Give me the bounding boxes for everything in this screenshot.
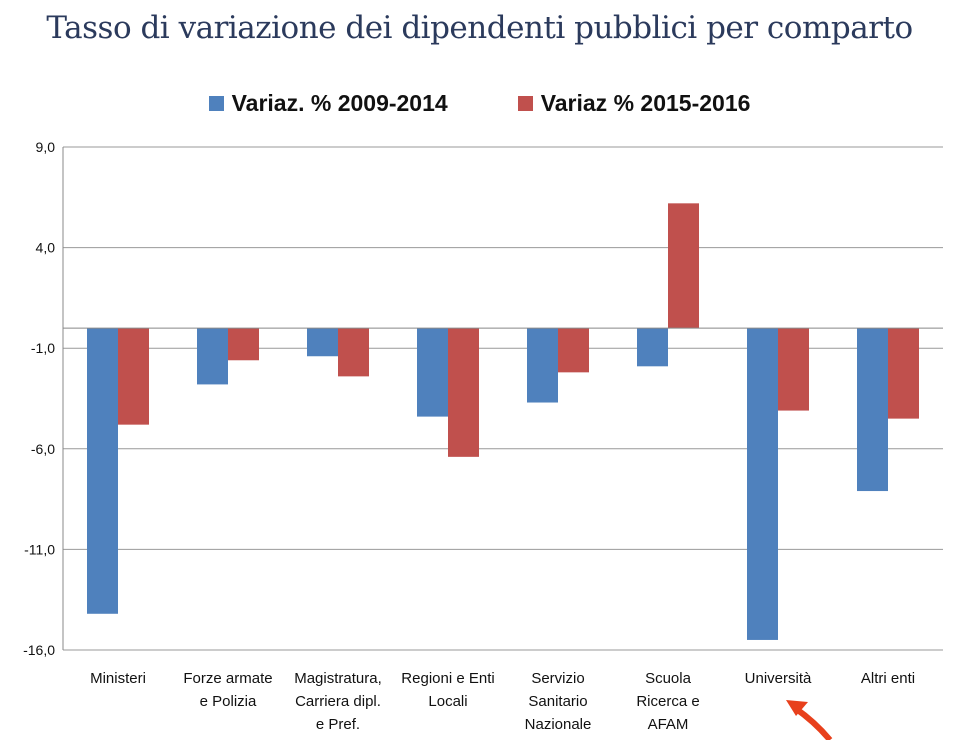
bar-2-3 xyxy=(448,328,479,457)
bar-1-3 xyxy=(417,328,448,417)
bar-2-5 xyxy=(668,203,699,329)
bar-2-7 xyxy=(888,328,919,419)
legend-item-series-2: Variaz % 2015-2016 xyxy=(517,90,751,117)
bar-1-2 xyxy=(307,328,338,357)
legend-label: Variaz % 2015-2016 xyxy=(540,90,751,116)
x-tick-label: Forze armate e Polizia xyxy=(183,670,272,710)
legend-label: Variaz. % 2009-2014 xyxy=(231,90,448,116)
arrow-head-icon xyxy=(786,700,808,716)
x-tick-label: Magistratura, Carriera dipl. e Pref. xyxy=(294,670,382,733)
bar-1-1 xyxy=(197,328,228,385)
y-tick-label: 4,0 xyxy=(36,240,56,256)
bar-2-6 xyxy=(778,328,809,411)
chart-title: Tasso di variazione dei dipendenti pubbl… xyxy=(46,10,913,46)
bar-2-0 xyxy=(118,328,149,425)
bar-2-1 xyxy=(228,328,259,361)
y-tick-label: -11,0 xyxy=(24,541,55,557)
bar-1-7 xyxy=(857,328,888,492)
annotation-arrow xyxy=(793,705,833,740)
x-tick-label: Università xyxy=(745,670,812,687)
y-tick-label: 9,0 xyxy=(36,139,56,155)
bar-2-4 xyxy=(558,328,589,373)
y-tick-label: -16,0 xyxy=(23,642,55,658)
legend-swatch-blue xyxy=(208,96,224,111)
bar-2-2 xyxy=(338,328,369,377)
bar-1-0 xyxy=(87,328,118,614)
bar-1-6 xyxy=(747,328,778,640)
legend-item-series-1: Variaz. % 2009-2014 xyxy=(208,90,448,117)
x-tick-label: Regioni e Enti Locali xyxy=(401,670,494,710)
x-tick-label: Servizio Sanitario Nazionale xyxy=(525,670,592,733)
bar-1-5 xyxy=(637,328,668,367)
bar-1-4 xyxy=(527,328,558,403)
legend: Variaz. % 2009-2014 Variaz % 2015-2016 xyxy=(0,90,959,117)
x-tick-label: Altri enti xyxy=(861,670,915,687)
x-tick-label: Ministeri xyxy=(90,670,146,687)
x-tick-label: Scuola Ricerca e AFAM xyxy=(636,670,699,733)
legend-swatch-red xyxy=(517,96,533,111)
y-tick-label: -1,0 xyxy=(31,340,55,356)
y-tick-label: -6,0 xyxy=(31,441,55,457)
